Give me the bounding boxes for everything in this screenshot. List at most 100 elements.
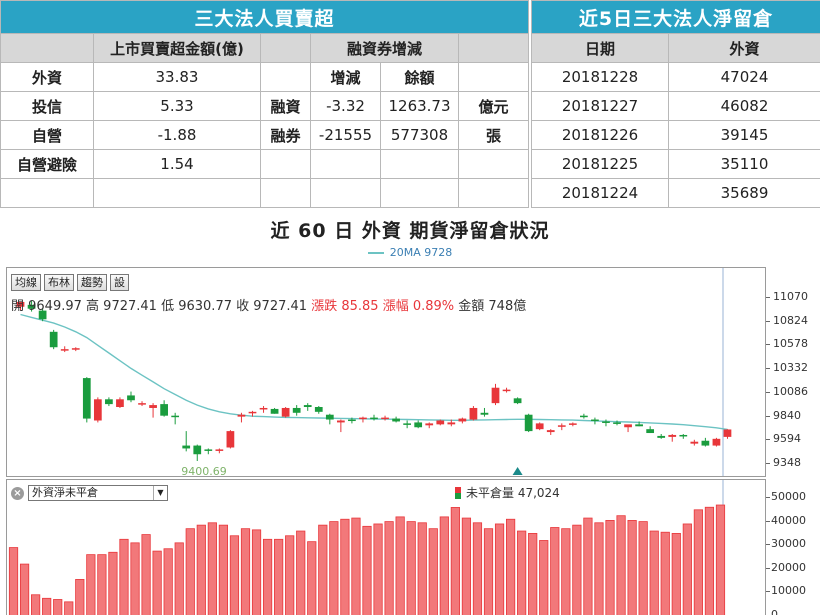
open-interest-bar	[163, 548, 173, 615]
open-interest-bar	[450, 507, 460, 615]
price-axis-tick	[766, 297, 770, 298]
candle-body	[480, 412, 489, 415]
open-interest-bar	[75, 579, 85, 615]
open-interest-bar	[53, 599, 63, 615]
open-interest-bar	[638, 521, 648, 615]
open-interest-bar	[417, 522, 427, 615]
price-axis-tick	[766, 415, 770, 417]
open-interest-axis-tick	[766, 567, 770, 569]
date-cell: 20181226	[531, 120, 669, 150]
ma-legend-line-icon	[367, 252, 384, 254]
open-interest-bar	[583, 517, 593, 615]
candle-body	[204, 449, 213, 451]
row-label-dealer-hedge: 自營避險	[0, 149, 94, 179]
candle-body	[193, 445, 202, 455]
candle-body	[160, 404, 168, 416]
open-interest-bar	[539, 540, 549, 615]
cell-empty	[457, 149, 530, 179]
cell-empty	[310, 178, 381, 208]
open-interest-bar	[329, 521, 339, 615]
price-chart[interactable]: 均線 布林 趨勢 設 開 9649.97 高 9727.41 低 9630.77…	[6, 267, 766, 477]
candle-body	[524, 414, 533, 432]
marker-triangle-icon	[512, 467, 523, 475]
value-dealer-hedge: 1.54	[93, 149, 261, 179]
candle-body	[414, 422, 423, 428]
open-interest-bar	[152, 550, 162, 615]
open-interest-axis-label: 40000	[771, 513, 806, 527]
open-interest-bar	[42, 597, 52, 615]
candle-body	[723, 429, 732, 437]
open-interest-axis-label: 10000	[771, 584, 806, 598]
trend-button[interactable]: 趨勢	[77, 274, 107, 291]
candle-body	[624, 424, 632, 428]
candle-body	[403, 423, 412, 425]
open-interest-bar	[649, 530, 659, 615]
candle-body	[425, 423, 434, 426]
price-axis-tick	[766, 439, 770, 441]
open-interest-bar	[616, 515, 626, 615]
candle-body	[138, 403, 146, 405]
candle-body	[93, 399, 102, 421]
date-cell: 20181227	[531, 91, 669, 121]
cell-empty	[0, 178, 94, 208]
cell-empty	[260, 62, 311, 92]
header-foreign: 外資	[667, 33, 820, 63]
series-select[interactable]: 外資淨未平倉 ▼	[28, 485, 168, 501]
candle-body	[60, 349, 69, 351]
institutional-table-title: 三大法人買賣超	[0, 0, 530, 34]
open-interest-bar	[229, 535, 240, 615]
header-date: 日期	[531, 33, 669, 63]
bollinger-button[interactable]: 布林	[44, 274, 74, 291]
candle-body	[535, 423, 544, 430]
open-interest-bar	[561, 528, 571, 615]
candle-body	[325, 414, 334, 420]
open-interest-bar	[108, 551, 118, 615]
open-interest-bar	[506, 518, 516, 615]
open-interest-bar	[207, 522, 217, 615]
header-blank	[0, 33, 94, 63]
settings-button[interactable]: 設	[110, 274, 129, 291]
institutional-trading-table: 三大法人買賣超 上市買賣超金額(億) 融資券增減 外資 33.83 增減 餘額 …	[0, 0, 530, 208]
price-axis-tick	[766, 368, 770, 370]
table-row: 20181227 46082	[531, 91, 820, 121]
open-interest-bar	[572, 524, 582, 615]
price-axis-tick	[766, 344, 770, 346]
open-interest-chart[interactable]: × 外資淨未平倉 ▼ 未平倉量 47,024	[6, 479, 766, 615]
open-interest-bar	[671, 533, 681, 615]
candle-body	[281, 407, 290, 417]
open-interest-bar	[97, 554, 107, 615]
ma-button[interactable]: 均線	[11, 274, 41, 291]
open-interest-bar	[528, 533, 538, 615]
open-interest-bar	[384, 521, 394, 615]
candle-body	[447, 422, 456, 425]
value-dealer: -1.88	[93, 120, 261, 150]
open-interest-bars	[8, 480, 726, 615]
open-interest-axis-tick	[766, 520, 770, 522]
candle-body	[491, 387, 500, 404]
open-interest-bar	[517, 530, 527, 615]
open-interest-bar	[550, 527, 560, 615]
open-interest-bar	[682, 523, 692, 615]
header-blank-2	[260, 33, 311, 63]
price-axis-label: 10086	[773, 384, 808, 398]
open-interest-bar	[704, 506, 715, 615]
short-selling-change: -21555	[310, 120, 381, 150]
short-selling-balance: 577308	[380, 120, 459, 150]
candle-body	[392, 418, 400, 422]
candle-body	[701, 440, 710, 446]
candle-body	[82, 378, 91, 419]
close-icon[interactable]: ×	[11, 486, 24, 500]
open-value: 開 9649.97	[11, 299, 82, 314]
open-interest-legend: 未平倉量 47,024	[455, 484, 560, 501]
row-label-investment-trust: 投信	[0, 91, 94, 121]
open-interest-bar	[362, 525, 372, 615]
candle-body	[336, 420, 345, 423]
label-margin-financing: 融資	[260, 91, 311, 121]
open-interest-bar	[472, 522, 483, 615]
header-blank-3	[457, 33, 530, 63]
open-interest-bar	[251, 529, 262, 615]
row-label-dealer: 自營	[0, 120, 94, 150]
candle-body	[557, 425, 566, 427]
row-label-foreign: 外資	[0, 62, 94, 92]
open-interest-bar	[395, 516, 405, 615]
